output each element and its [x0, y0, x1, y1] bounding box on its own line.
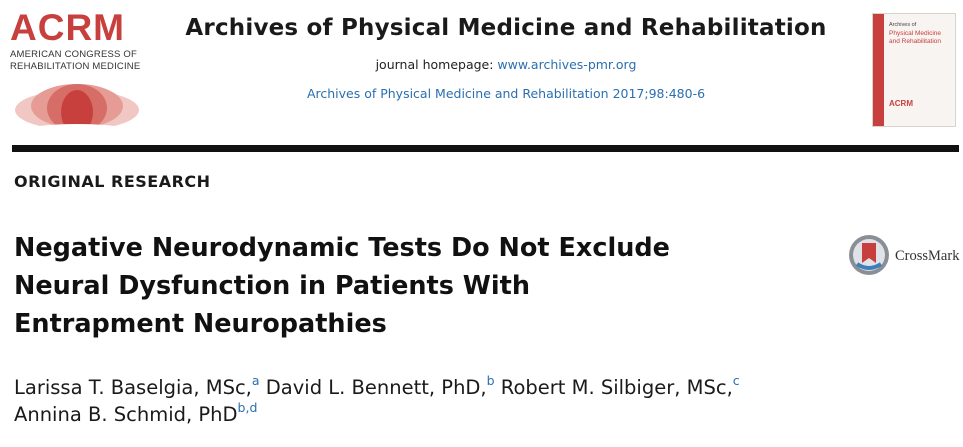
author-list: Larissa T. Baselgia, MSc,a David L. Benn… [14, 374, 954, 428]
author-name: David L. Bennett, PhD, [265, 376, 487, 399]
journal-homepage: journal homepage: www.archives-pmr.org [150, 57, 862, 72]
author-name: Larissa T. Baselgia, MSc, [14, 376, 252, 399]
logo-subtitle-line1: AMERICAN CONGRESS OF [10, 49, 137, 60]
homepage-link[interactable]: www.archives-pmr.org [497, 57, 637, 72]
journal-cover-thumbnail[interactable]: Archives of Physical Medicine and Rehabi… [872, 13, 956, 127]
journal-title: Archives of Physical Medicine and Rehabi… [185, 15, 827, 41]
article-title-line1: Negative Neurodynamic Tests Do Not Exclu… [14, 233, 670, 263]
citation-link[interactable]: Archives of Physical Medicine and Rehabi… [306, 86, 706, 101]
section-label: ORIGINAL RESEARCH [14, 172, 211, 191]
affiliation-mark[interactable]: b [486, 373, 495, 388]
acrm-logo: ACRM AMERICAN CONGRESS OF REHABILITATION… [10, 7, 145, 136]
cover-title-line2: and Rehabilitation [889, 37, 942, 45]
homepage-label: journal homepage: [375, 57, 494, 72]
author-name: Annina B. Schmid, PhD [14, 403, 238, 426]
cover-band [873, 14, 884, 126]
cover-line: Archives of [889, 22, 917, 28]
article-title-line3: Entrapment Neuropathies [14, 309, 387, 339]
crossmark-button[interactable]: CrossMark [848, 234, 960, 278]
article-title: Negative Neurodynamic Tests Do Not Exclu… [14, 229, 814, 343]
author-line-1: Larissa T. Baselgia, MSc,a David L. Benn… [14, 374, 954, 401]
logo-wordmark: ACRM [10, 7, 125, 48]
cover-title: Physical Medicine and Rehabilitation [889, 30, 941, 45]
article-title-line2: Neural Dysfunction in Patients With [14, 271, 530, 301]
crossmark-label: CrossMark [895, 248, 960, 264]
header-rule [12, 145, 959, 152]
affiliation-mark[interactable]: c [732, 373, 740, 388]
affiliation-mark[interactable]: b,d [237, 400, 258, 415]
cover-logo: ACRM [889, 99, 913, 108]
lotus-icon [15, 84, 139, 136]
crossmark-icon [849, 235, 889, 275]
cover-title-line1: Physical Medicine [889, 30, 942, 37]
logo-subtitle-line2: REHABILITATION MEDICINE [10, 61, 141, 72]
author-line-2: Annina B. Schmid, PhDb,d [14, 401, 954, 428]
logo-subtitle: AMERICAN CONGRESS OF REHABILITATION MEDI… [10, 49, 145, 73]
affiliation-mark[interactable]: a [251, 373, 260, 388]
author-name: Robert M. Silbiger, MSc, [500, 376, 733, 399]
